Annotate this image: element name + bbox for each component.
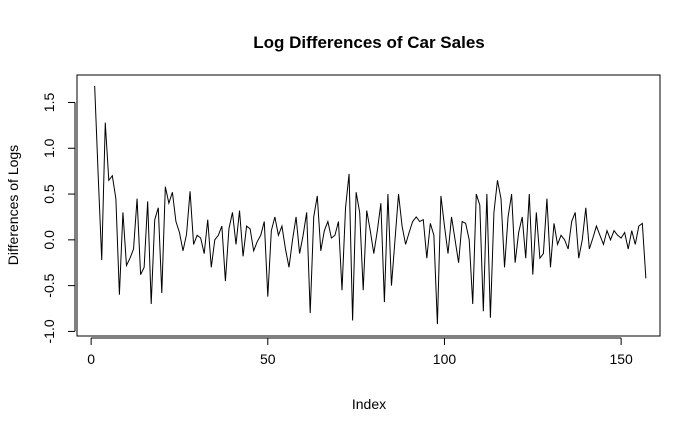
y-tick-label: 1.5 <box>41 93 57 113</box>
y-axis: -1.0 -0.5 0.0 0.5 1.0 1.5 <box>41 93 76 343</box>
y-tick-label: -0.5 <box>41 273 57 297</box>
y-tick-label: -1.0 <box>41 319 57 343</box>
y-tick-label: 0.5 <box>41 184 57 204</box>
chart-title: Log Differences of Car Sales <box>253 33 484 52</box>
y-tick-label: 0.0 <box>41 230 57 250</box>
plot-frame <box>76 74 661 337</box>
x-axis: 0 50 100 150 <box>87 337 633 367</box>
series-line <box>94 85 647 325</box>
y-tick-label: 1.0 <box>41 138 57 158</box>
x-tick-label: 50 <box>260 351 276 367</box>
x-axis-label: Index <box>352 396 386 412</box>
x-tick-label: 0 <box>87 351 95 367</box>
x-tick-label: 150 <box>609 351 633 367</box>
y-axis-label: Differences of Logs <box>5 145 21 265</box>
x-tick-label: 100 <box>433 351 457 367</box>
